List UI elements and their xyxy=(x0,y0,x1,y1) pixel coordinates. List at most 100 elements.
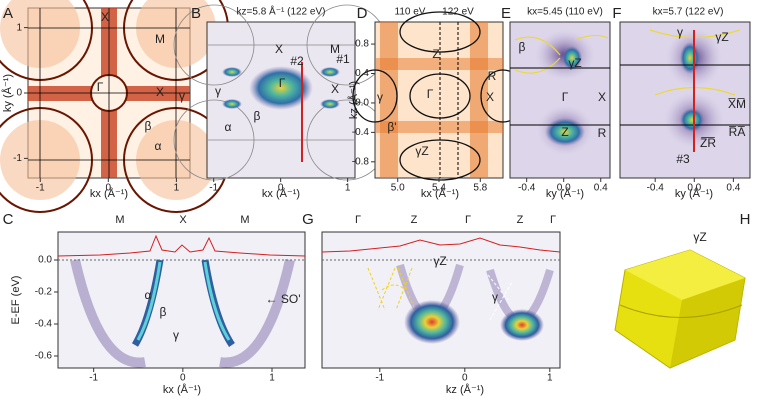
x-axis-label: kx (Å⁻¹) xyxy=(262,187,300,200)
annotation: #1 xyxy=(336,52,350,66)
panel-title: 122 eV xyxy=(442,7,474,18)
x-tick-label: 1 xyxy=(174,183,180,194)
annotation: Γ xyxy=(279,76,286,90)
x-tick-label: -0.4 xyxy=(647,183,665,194)
annotation: α xyxy=(225,120,232,134)
annotation: X xyxy=(156,85,164,99)
x-axis-label: kz (Å⁻¹) xyxy=(446,383,484,396)
annotation: R̅A̅ xyxy=(729,125,746,139)
annotation: Γ xyxy=(97,80,104,94)
panel-letter: E xyxy=(501,5,511,22)
symmetry-label: M xyxy=(240,214,249,226)
annotation: M xyxy=(330,42,340,56)
x-tick-label: 0.0 xyxy=(557,183,571,194)
x-axis-label: kx (Å⁻¹) xyxy=(421,187,459,200)
annotation: γ xyxy=(377,90,383,104)
x-tick-label: 1 xyxy=(269,373,275,384)
annotation: Γ xyxy=(562,90,569,104)
annotation: R xyxy=(488,69,497,83)
annotation: γ xyxy=(173,328,179,342)
y-axis-label: kz (Å⁻¹) xyxy=(347,81,360,119)
y-tick-label: 1 xyxy=(16,22,22,33)
y-tick-label: 0.8 xyxy=(355,39,369,50)
symmetry-label: X xyxy=(179,214,187,226)
x-tick-label: 1 xyxy=(547,373,553,384)
annotation: Γ xyxy=(427,87,434,101)
annotation: #2 xyxy=(290,54,304,68)
symmetry-label: Γ xyxy=(550,214,556,226)
panel-letter: H xyxy=(740,211,751,228)
annotation: γZ xyxy=(415,144,428,158)
annotation: #3 xyxy=(676,152,690,166)
x-tick-label: 0.4 xyxy=(594,183,608,194)
panel-title: kx=5.45 (110 eV) xyxy=(527,7,603,18)
y-axis-label: ky (Å⁻¹) xyxy=(1,74,14,112)
panel-h-image xyxy=(614,249,746,369)
symmetry-label: Z xyxy=(517,214,524,226)
annotation: X xyxy=(275,42,283,56)
x-tick-label: 0.0 xyxy=(687,183,701,194)
y-tick-label: 0.4 xyxy=(355,68,369,79)
x-tick-label: -1 xyxy=(375,373,384,384)
symmetry-label: Γ xyxy=(355,214,361,226)
annotation: X xyxy=(598,90,606,104)
y-tick-label: 0.0 xyxy=(38,255,52,266)
annotation: γZ xyxy=(715,30,728,44)
annotation: γZ xyxy=(693,230,706,244)
panel-letter: A xyxy=(3,5,13,22)
panel-d-image xyxy=(352,11,526,181)
annotation: Z xyxy=(561,125,568,139)
annotation: β xyxy=(519,40,526,54)
annotation: R xyxy=(598,126,607,140)
x-axis-label: ky (Å⁻¹) xyxy=(546,187,584,200)
panel-letter: B xyxy=(191,5,201,22)
annotation: X xyxy=(101,10,109,24)
panel-b-image xyxy=(173,4,388,181)
x-tick-label: 5.4 xyxy=(432,183,446,194)
y-axis-label: E-EF (eV) xyxy=(10,276,22,325)
panel-g-image xyxy=(321,231,561,369)
panel-title: kz=5.8 Å⁻¹ (122 eV) xyxy=(237,5,326,18)
y-tick-label: -1 xyxy=(13,153,22,164)
y-tick-label: -0.6 xyxy=(35,351,53,362)
x-tick-label: 0 xyxy=(278,183,284,194)
symmetry-label: Γ xyxy=(465,214,471,226)
annotation: X xyxy=(331,82,339,96)
panel-a-image xyxy=(0,0,229,213)
x-tick-label: -1 xyxy=(209,183,218,194)
x-tick-label: 0 xyxy=(462,373,468,384)
annotation: γZ xyxy=(568,56,581,70)
x-tick-label: 1 xyxy=(345,183,351,194)
panel-e-image xyxy=(509,21,611,179)
x-tick-label: 0 xyxy=(180,373,186,384)
y-tick-label: 0 xyxy=(16,88,22,99)
y-tick-label: -0.4 xyxy=(352,127,370,138)
x-tick-label: 5.8 xyxy=(473,183,487,194)
panel-title: kx=5.7 (122 eV) xyxy=(653,7,724,18)
x-axis-label: kx (Å⁻¹) xyxy=(90,187,128,200)
annotation: β xyxy=(145,119,152,133)
symmetry-label: Z xyxy=(411,214,418,226)
x-tick-label: -1 xyxy=(89,373,98,384)
panel-c-image xyxy=(57,231,306,369)
annotation: γ xyxy=(179,89,185,103)
annotation: β xyxy=(254,109,261,123)
y-tick-label: -0.8 xyxy=(352,156,370,167)
annotation: γ xyxy=(677,25,683,39)
x-tick-label: -1 xyxy=(36,183,45,194)
annotation: γ xyxy=(215,84,221,98)
x-axis-label: ky (Å⁻¹) xyxy=(675,187,713,200)
annotation: ← SO' xyxy=(266,292,301,306)
panel-letter: G xyxy=(302,211,314,228)
y-tick-label: -0.4 xyxy=(35,319,53,330)
annotation: M xyxy=(155,32,165,46)
annotation: X̅M̅ xyxy=(728,97,746,111)
annotation: γ xyxy=(492,290,498,304)
annotation: β xyxy=(160,305,167,319)
annotation: Z xyxy=(432,47,439,61)
x-tick-label: 0.4 xyxy=(726,183,740,194)
annotation: γZ xyxy=(433,254,446,268)
annotation: α xyxy=(145,288,152,302)
x-tick-label: 5.0 xyxy=(391,183,405,194)
